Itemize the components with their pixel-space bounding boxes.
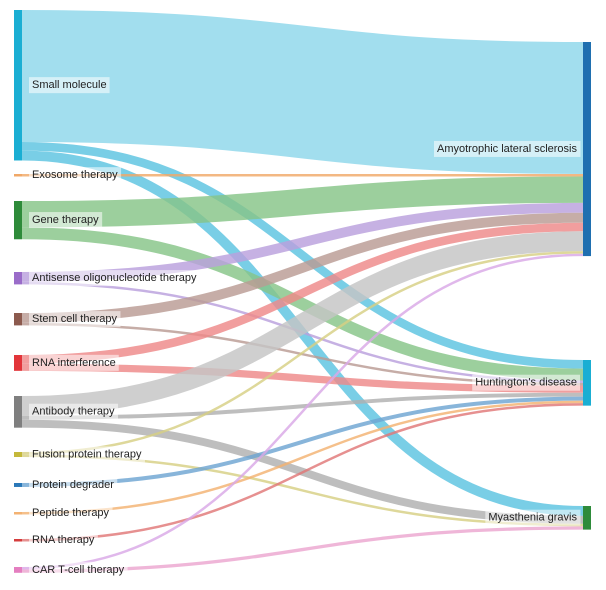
- node-labels: Small molecule Exosome therapy Gene therap…: [29, 77, 581, 578]
- flow-link-peptide-hd: [21, 400, 584, 515]
- source-label-cart-group: CAR T-cell therapy: [29, 561, 128, 578]
- source-label-antisense-group: Antisense oligonucleotide therapy: [29, 270, 201, 287]
- source-label-rna-group: RNA therapy: [29, 532, 98, 549]
- source-node-antisense: [14, 272, 22, 285]
- flow-link-cart-als: [21, 253, 584, 570]
- flow-nodes: [14, 10, 591, 573]
- target-label-hd: Huntington's disease: [475, 377, 577, 389]
- target-node-hd: [583, 360, 591, 406]
- source-label-gene-group: Gene therapy: [29, 212, 103, 229]
- source-label-gene: Gene therapy: [32, 214, 99, 226]
- flow-link-antibody-hd: [21, 392, 584, 420]
- target-label-mg-group: Myasthenia gravis: [485, 509, 581, 526]
- source-label-small_molecule-background: [29, 77, 110, 94]
- target-label-mg: Myasthenia gravis: [488, 512, 577, 524]
- source-label-peptide: Peptide therapy: [32, 507, 110, 519]
- source-label-cart-background: [29, 561, 128, 578]
- source-label-gene-background: [29, 212, 103, 229]
- flow-link-fusion-als: [21, 251, 584, 455]
- source-label-small_molecule-group: Small molecule: [29, 77, 110, 94]
- flow-link-small_molecule-als: [21, 10, 584, 174]
- flow-link-small_molecule-hd: [21, 142, 584, 369]
- source-label-rnai-background: [29, 354, 119, 371]
- flow-link-stem_cell-als: [21, 212, 584, 323]
- source-node-gene: [14, 201, 22, 240]
- target-label-als: Amyotrophic lateral sclerosis: [437, 143, 577, 155]
- target-node-als: [583, 42, 591, 257]
- source-label-peptide-group: Peptide therapy: [29, 505, 113, 522]
- target-label-als-group: Amyotrophic lateral sclerosis: [434, 140, 581, 157]
- source-label-stem_cell-background: [29, 311, 121, 328]
- target-label-als-background: [434, 140, 581, 157]
- source-node-exosome: [14, 174, 22, 177]
- source-label-stem_cell: Stem cell therapy: [32, 313, 117, 325]
- source-label-rna: RNA therapy: [32, 534, 95, 546]
- source-label-antisense: Antisense oligonucleotide therapy: [32, 272, 197, 284]
- target-node-mg: [583, 506, 591, 530]
- source-node-antibody: [14, 396, 22, 428]
- source-label-fusion-group: Fusion protein therapy: [29, 446, 145, 463]
- source-label-antibody-group: Antibody therapy: [29, 403, 119, 420]
- source-node-degrader: [14, 483, 22, 487]
- source-node-fusion: [14, 452, 22, 457]
- flow-link-rna-hd: [21, 403, 584, 542]
- source-label-cart: CAR T-cell therapy: [32, 564, 125, 576]
- source-label-degrader-background: [29, 476, 118, 493]
- flow-link-rnai-als: [21, 222, 584, 364]
- flow-link-antibody-als: [21, 231, 584, 416]
- source-node-stem_cell: [14, 313, 22, 326]
- flow-link-gene-als: [21, 176, 584, 228]
- source-label-peptide-background: [29, 505, 113, 522]
- source-node-small_molecule: [14, 10, 22, 161]
- flow-link-degrader-hd: [21, 396, 584, 487]
- source-label-rnai-group: RNA interference: [29, 354, 119, 371]
- source-label-fusion: Fusion protein therapy: [32, 448, 142, 460]
- source-node-rnai: [14, 355, 22, 371]
- source-label-small_molecule: Small molecule: [32, 79, 107, 91]
- target-label-mg-background: [485, 509, 581, 526]
- source-label-antibody: Antibody therapy: [32, 406, 115, 418]
- target-label-hd-group: Huntington's disease: [472, 374, 580, 391]
- source-label-degrader-group: Protein degrader: [29, 476, 118, 493]
- source-label-exosome: Exosome therapy: [32, 169, 118, 181]
- target-label-hd-background: [472, 374, 580, 391]
- flow-links: [21, 10, 584, 573]
- source-label-exosome-group: Exosome therapy: [29, 167, 122, 184]
- source-label-exosome-background: [29, 167, 122, 184]
- source-label-rnai: RNA interference: [32, 357, 116, 369]
- source-label-rna-background: [29, 532, 98, 549]
- source-label-degrader: Protein degrader: [32, 479, 114, 491]
- source-label-antibody-background: [29, 403, 119, 420]
- source-node-peptide: [14, 512, 22, 515]
- source-label-fusion-background: [29, 446, 145, 463]
- source-label-antisense-background: [29, 270, 201, 287]
- source-node-rna: [14, 539, 22, 542]
- source-label-stem_cell-group: Stem cell therapy: [29, 311, 121, 328]
- source-node-cart: [14, 567, 22, 573]
- flow-link-gene-hd: [21, 227, 584, 381]
